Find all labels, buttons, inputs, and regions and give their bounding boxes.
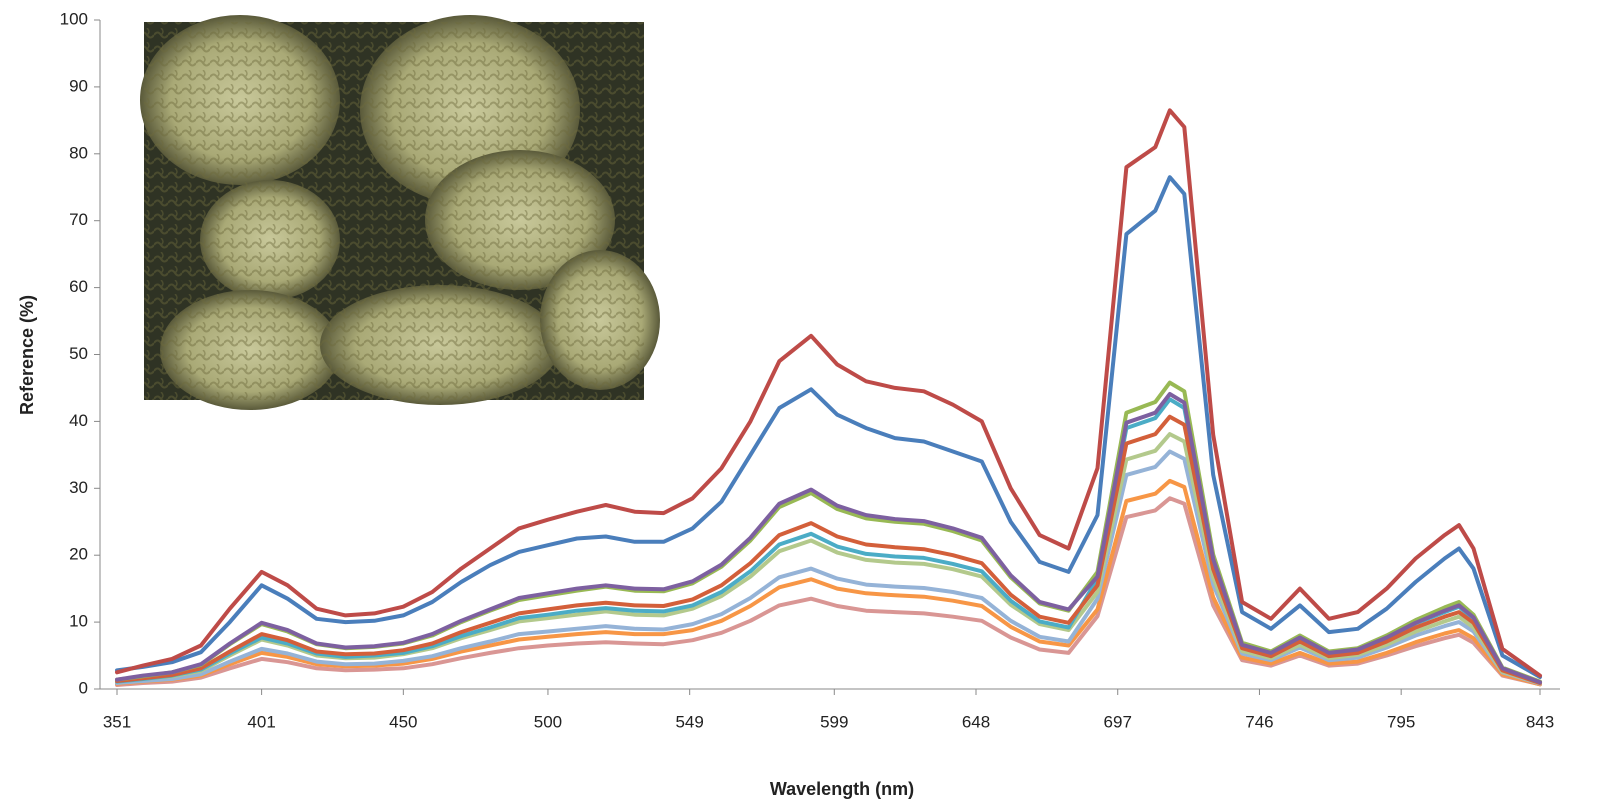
y-tick-label: 90 [69,76,88,95]
x-tick-label: 795 [1387,712,1415,731]
x-tick-label: 549 [675,712,703,731]
x-tick-label: 648 [962,712,990,731]
series-line [115,175,1542,679]
coral-photo [140,15,660,410]
x-tick-label: 450 [389,712,417,731]
x-axis-title: Wavelength (nm) [770,779,914,799]
y-tick-label: 40 [69,411,88,430]
x-tick-label: 500 [534,712,562,731]
x-tick-label: 401 [247,712,275,731]
y-tick-label: 30 [69,478,88,497]
series-line [115,108,1542,678]
x-tick-label: 697 [1104,712,1132,731]
y-tick-label: 100 [60,9,88,28]
series-line [115,449,1542,686]
y-tick-label: 70 [69,210,88,229]
series-line [115,397,1542,685]
y-tick-label: 50 [69,344,88,363]
x-tick-label: 351 [103,712,131,731]
y-tick-label: 10 [69,612,88,631]
y-axis-title: Reference (%) [17,295,37,415]
x-tick-label: 599 [820,712,848,731]
series-line [115,478,1542,687]
y-tick-label: 60 [69,277,88,296]
x-tick-label: 746 [1245,712,1273,731]
y-tick-label: 80 [69,143,88,162]
series-line [115,392,1542,685]
series-line [115,414,1542,685]
y-tick-label: 0 [79,678,88,697]
y-tick-label: 20 [69,545,88,564]
series-line [115,496,1542,687]
x-tick-label: 843 [1526,712,1554,731]
